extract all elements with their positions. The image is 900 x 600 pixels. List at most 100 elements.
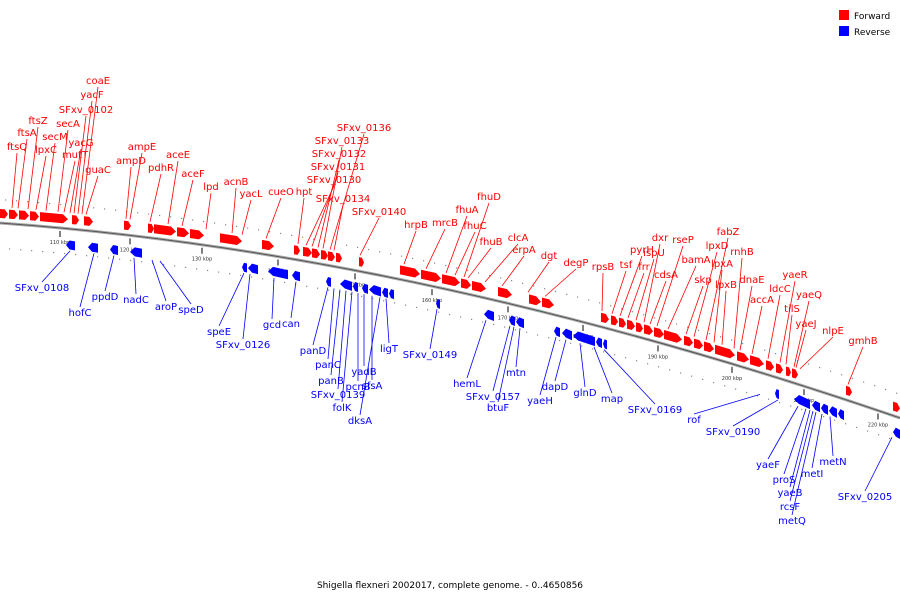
gene-connector [705, 237, 729, 341]
forward-gene-label: SFxv_0140 [352, 207, 406, 218]
track-dot [709, 332, 711, 335]
forward-gene-label: dnaE [739, 275, 764, 286]
forward-gene-label: nlpE [822, 326, 844, 337]
gene-connector [811, 413, 823, 469]
reverse-gene-label: mtn [506, 368, 526, 379]
forward-gene-label: acnB [224, 177, 249, 188]
gene-connector [693, 393, 761, 415]
track-dot [170, 216, 172, 218]
track-dot [489, 274, 491, 277]
forward-gene-label: frr [638, 262, 650, 273]
connector-layer [11, 86, 893, 516]
forward-gene [321, 250, 328, 260]
track-dot [841, 374, 843, 376]
track-dot [416, 306, 418, 309]
tick-label: 190 kbp [648, 354, 668, 360]
reverse-gene-label: hemL [453, 379, 481, 390]
track-dot [350, 293, 352, 295]
reverse-gene [554, 326, 560, 338]
reverse-gene [340, 279, 352, 291]
reverse-gene-label: yaeB [777, 488, 802, 499]
forward-gene [664, 330, 682, 343]
reverse-gene-label: hofC [69, 308, 92, 319]
track-dot [720, 336, 722, 338]
track-dot [203, 220, 205, 223]
gene-connector [685, 285, 704, 335]
track-dot [555, 290, 557, 293]
tick-label: 110 kbp [50, 240, 70, 246]
forward-gene-label: bamA [681, 255, 710, 266]
track-dot [306, 285, 308, 287]
forward-gene-label: ftsQ [7, 142, 27, 153]
gene-connector [11, 152, 18, 208]
reverse-gene-label: SFxv_0139 [311, 390, 365, 401]
forward-gene-label: dgt [541, 251, 558, 262]
track-dot [449, 313, 451, 316]
reverse-gene-label: SFxv_0126 [216, 340, 270, 351]
gene-connector [544, 268, 577, 297]
forward-gene [627, 319, 635, 331]
forward-gene-label: secM [42, 132, 68, 143]
forward-gene-label: rseP [672, 235, 694, 246]
track-dot [687, 326, 689, 328]
track-dot [53, 251, 55, 254]
forward-gene [84, 216, 93, 226]
reverse-gene-label: nadC [123, 295, 149, 306]
gene-connector [795, 329, 807, 368]
forward-gene-label: guaC [85, 165, 111, 176]
gene-connector [789, 410, 814, 502]
track-dot [621, 308, 623, 310]
forward-gene-label: SFxv_0130 [307, 175, 361, 186]
track-dot [196, 268, 198, 270]
reverse-gene [838, 409, 844, 421]
track-dot [654, 317, 656, 319]
forward-gene [190, 229, 204, 240]
track-dot [588, 299, 590, 301]
track-dot [394, 302, 396, 304]
forward-gene-label: skp [694, 275, 711, 286]
track-dot [137, 212, 139, 214]
forward-gene [359, 257, 364, 267]
forward-gene [498, 286, 512, 299]
track-dot [493, 323, 495, 326]
reverse-gene-label: metN [819, 457, 846, 468]
gene-connector [864, 437, 893, 492]
forward-gene [30, 211, 39, 221]
reverse-gene [66, 240, 75, 251]
track-dot [86, 255, 88, 257]
reverse-gene [292, 270, 300, 282]
gene-connector [497, 326, 515, 403]
forward-gene-label: yacL [239, 189, 263, 200]
legend-forward-label: Forward [854, 12, 890, 22]
track-dot [236, 225, 238, 227]
track-dot [830, 370, 832, 372]
gene-connector [242, 273, 251, 340]
forward-gene [442, 274, 460, 287]
forward-gene [846, 385, 852, 396]
track-dot [269, 231, 271, 233]
forward-gene-label: gmhB [848, 336, 877, 347]
gene-connector [619, 255, 643, 316]
track-dot [878, 434, 880, 436]
gene-connector [333, 204, 344, 251]
reverse-gene [268, 266, 288, 280]
gene-connector [649, 280, 667, 325]
gene-connector [317, 159, 340, 248]
reverse-gene-label: pcnB [345, 382, 370, 393]
track-dot [9, 248, 11, 250]
gene-connector [603, 349, 656, 405]
reverse-gene-label: SFxv_0149 [403, 350, 457, 361]
track-dot [262, 278, 264, 280]
track-dot [251, 276, 253, 278]
forward-gene [472, 280, 486, 293]
reverse-gene-label: metI [801, 469, 824, 480]
gene-connector [151, 259, 167, 302]
tick-label: 220 kbp [868, 422, 888, 428]
reverse-gene-label: glnD [573, 388, 596, 399]
gene-connector [467, 247, 492, 279]
forward-gene [529, 294, 541, 306]
track-dot [284, 281, 286, 284]
legend-reverse-swatch [839, 26, 849, 36]
gene-connector [793, 300, 810, 368]
forward-gene-label: hrpB [404, 220, 428, 231]
